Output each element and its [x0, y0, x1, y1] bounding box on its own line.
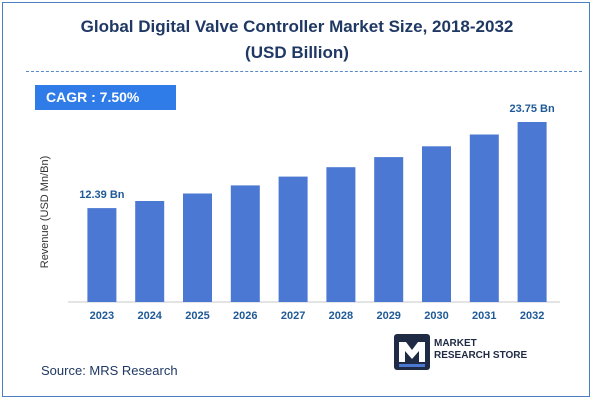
mrs-logo-icon — [394, 334, 430, 370]
x-tick-label-2024: 2024 — [137, 310, 162, 322]
chart-subtitle: (USD Billion) — [245, 43, 349, 62]
cagr-badge: CAGR : 7.50% — [35, 85, 176, 110]
bar-2029 — [374, 157, 404, 302]
x-tick-label-2028: 2028 — [329, 310, 353, 322]
bar-2027 — [278, 176, 308, 302]
x-tick-label-2027: 2027 — [281, 310, 305, 322]
source-note: Source: MRS Research — [41, 363, 178, 378]
title-divider — [26, 71, 582, 72]
x-tick-label-2031: 2031 — [472, 310, 496, 322]
bar-2032 — [517, 122, 547, 302]
x-tick-label-2025: 2025 — [185, 310, 209, 322]
logo-text: MARKET RESEARCH STORE — [434, 338, 527, 362]
logo-line1: MARKET — [434, 338, 477, 349]
bar-2024 — [135, 201, 165, 302]
x-tick-label-2030: 2030 — [424, 310, 448, 322]
data-label-2023: 12.39 Bn — [79, 189, 125, 201]
bar-2028 — [326, 167, 356, 302]
x-tick-label-2032: 2032 — [520, 310, 544, 322]
bar-2030 — [422, 146, 451, 302]
logo-line2: RESEARCH STORE — [434, 350, 528, 361]
y-axis-label: Revenue (USD Mn/Bn) — [39, 156, 51, 269]
x-tick-label-2023: 2023 — [90, 310, 114, 322]
bar-2025 — [183, 193, 212, 302]
chart-title: Global Digital Valve Controller Market S… — [80, 17, 514, 36]
x-tick-label-2026: 2026 — [233, 310, 257, 322]
data-label-2032: 23.75 Bn — [509, 103, 555, 115]
x-tick-label-2029: 2029 — [376, 310, 400, 322]
bar-2031 — [469, 134, 499, 302]
bar-2023 — [87, 208, 117, 302]
bar-2026 — [230, 185, 260, 302]
